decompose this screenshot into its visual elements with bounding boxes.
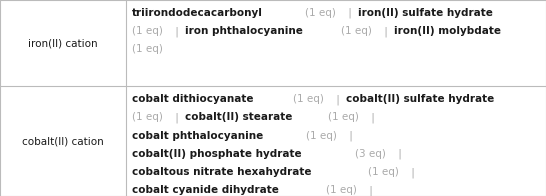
Text: |: | — [408, 167, 418, 178]
Text: (1 eq): (1 eq) — [326, 185, 357, 195]
Text: (1 eq): (1 eq) — [132, 26, 163, 36]
Text: |: | — [345, 8, 355, 18]
Text: |: | — [172, 112, 182, 123]
Text: (1 eq): (1 eq) — [293, 94, 324, 104]
Text: cobalt phthalocyanine: cobalt phthalocyanine — [132, 131, 263, 141]
Text: (1 eq): (1 eq) — [306, 131, 336, 141]
Text: (1 eq): (1 eq) — [328, 112, 359, 122]
Text: iron(II) cation: iron(II) cation — [28, 38, 98, 48]
Text: |: | — [395, 149, 405, 159]
Text: cobalt(II) cation: cobalt(II) cation — [22, 136, 104, 146]
Text: iron phthalocyanine: iron phthalocyanine — [185, 26, 303, 36]
Text: cobalt dithiocyanate: cobalt dithiocyanate — [132, 94, 254, 104]
Text: (3 eq): (3 eq) — [355, 149, 386, 159]
Text: |: | — [346, 131, 355, 141]
Text: cobaltous nitrate hexahydrate: cobaltous nitrate hexahydrate — [132, 167, 312, 177]
Text: |: | — [366, 185, 376, 196]
Text: cobalt cyanide dihydrate: cobalt cyanide dihydrate — [132, 185, 279, 195]
Text: (1 eq): (1 eq) — [341, 26, 372, 36]
Text: (1 eq): (1 eq) — [305, 8, 336, 18]
Text: |: | — [381, 26, 391, 37]
Text: (1 eq): (1 eq) — [132, 44, 163, 54]
Text: cobalt(II) stearate: cobalt(II) stearate — [185, 112, 293, 122]
Text: (1 eq): (1 eq) — [368, 167, 399, 177]
Text: cobalt(II) phosphate hydrate: cobalt(II) phosphate hydrate — [132, 149, 302, 159]
Text: cobalt(II) sulfate hydrate: cobalt(II) sulfate hydrate — [346, 94, 494, 104]
Text: |: | — [172, 26, 182, 37]
Text: triirondodecacarbonyl: triirondodecacarbonyl — [132, 8, 263, 18]
Text: (1 eq): (1 eq) — [132, 112, 163, 122]
Text: iron(II) molybdate: iron(II) molybdate — [394, 26, 501, 36]
Text: |: | — [367, 112, 378, 123]
Text: iron(II) sulfate hydrate: iron(II) sulfate hydrate — [358, 8, 493, 18]
Text: |: | — [333, 94, 343, 105]
